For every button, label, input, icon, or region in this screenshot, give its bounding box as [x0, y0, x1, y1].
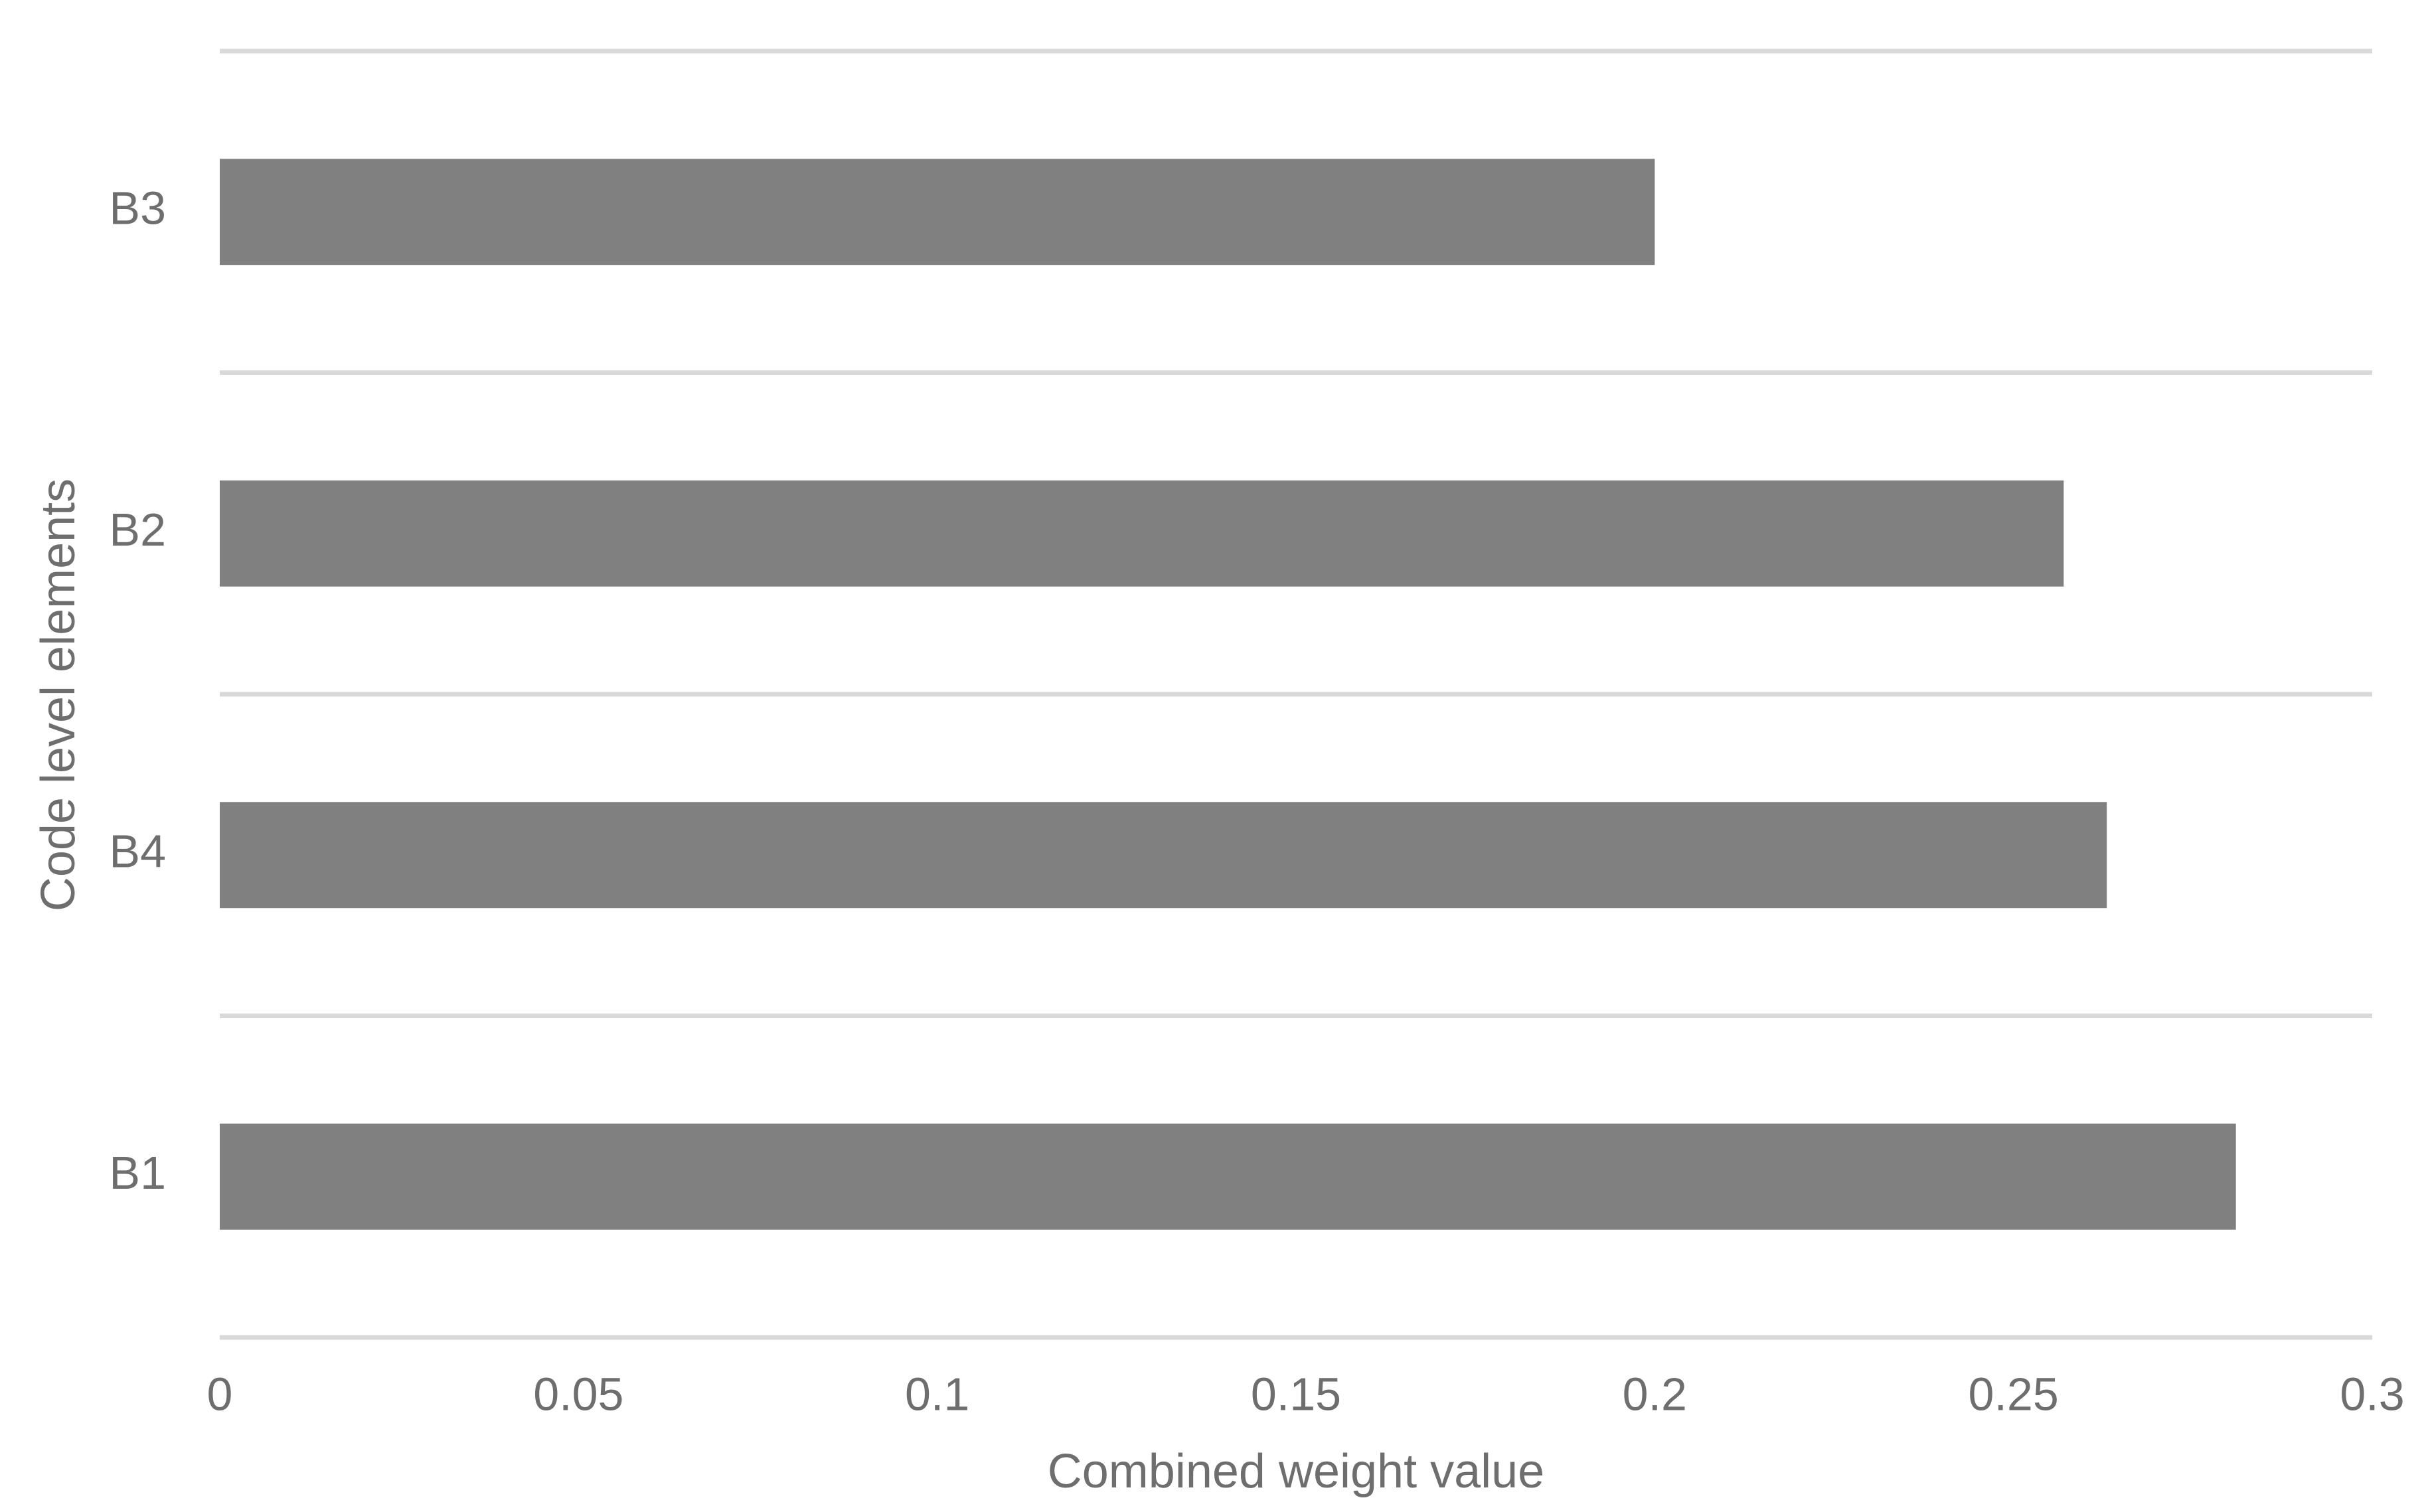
y-tick-label: B2: [109, 504, 166, 556]
bar: [220, 480, 2064, 587]
x-tick-label: 0: [207, 1368, 233, 1420]
bar: [220, 159, 1655, 265]
y-axis-title: Code level elements: [32, 479, 85, 911]
y-tick-label: B3: [109, 183, 166, 234]
x-tick-label: 0.2: [1623, 1368, 1687, 1420]
y-tick-label: B4: [109, 826, 166, 877]
y-tick-label: B1: [109, 1147, 166, 1199]
bar: [220, 1123, 2236, 1230]
bar: [220, 802, 2107, 909]
x-axis-title: Combined weight value: [1048, 1445, 1544, 1498]
x-tick-label: 0.1: [905, 1368, 969, 1420]
x-tick-label: 0.05: [533, 1368, 623, 1420]
x-tick-label: 0.15: [1251, 1368, 1341, 1420]
x-tick-label: 0.3: [2340, 1368, 2404, 1420]
x-tick-label: 0.25: [1969, 1368, 2059, 1420]
